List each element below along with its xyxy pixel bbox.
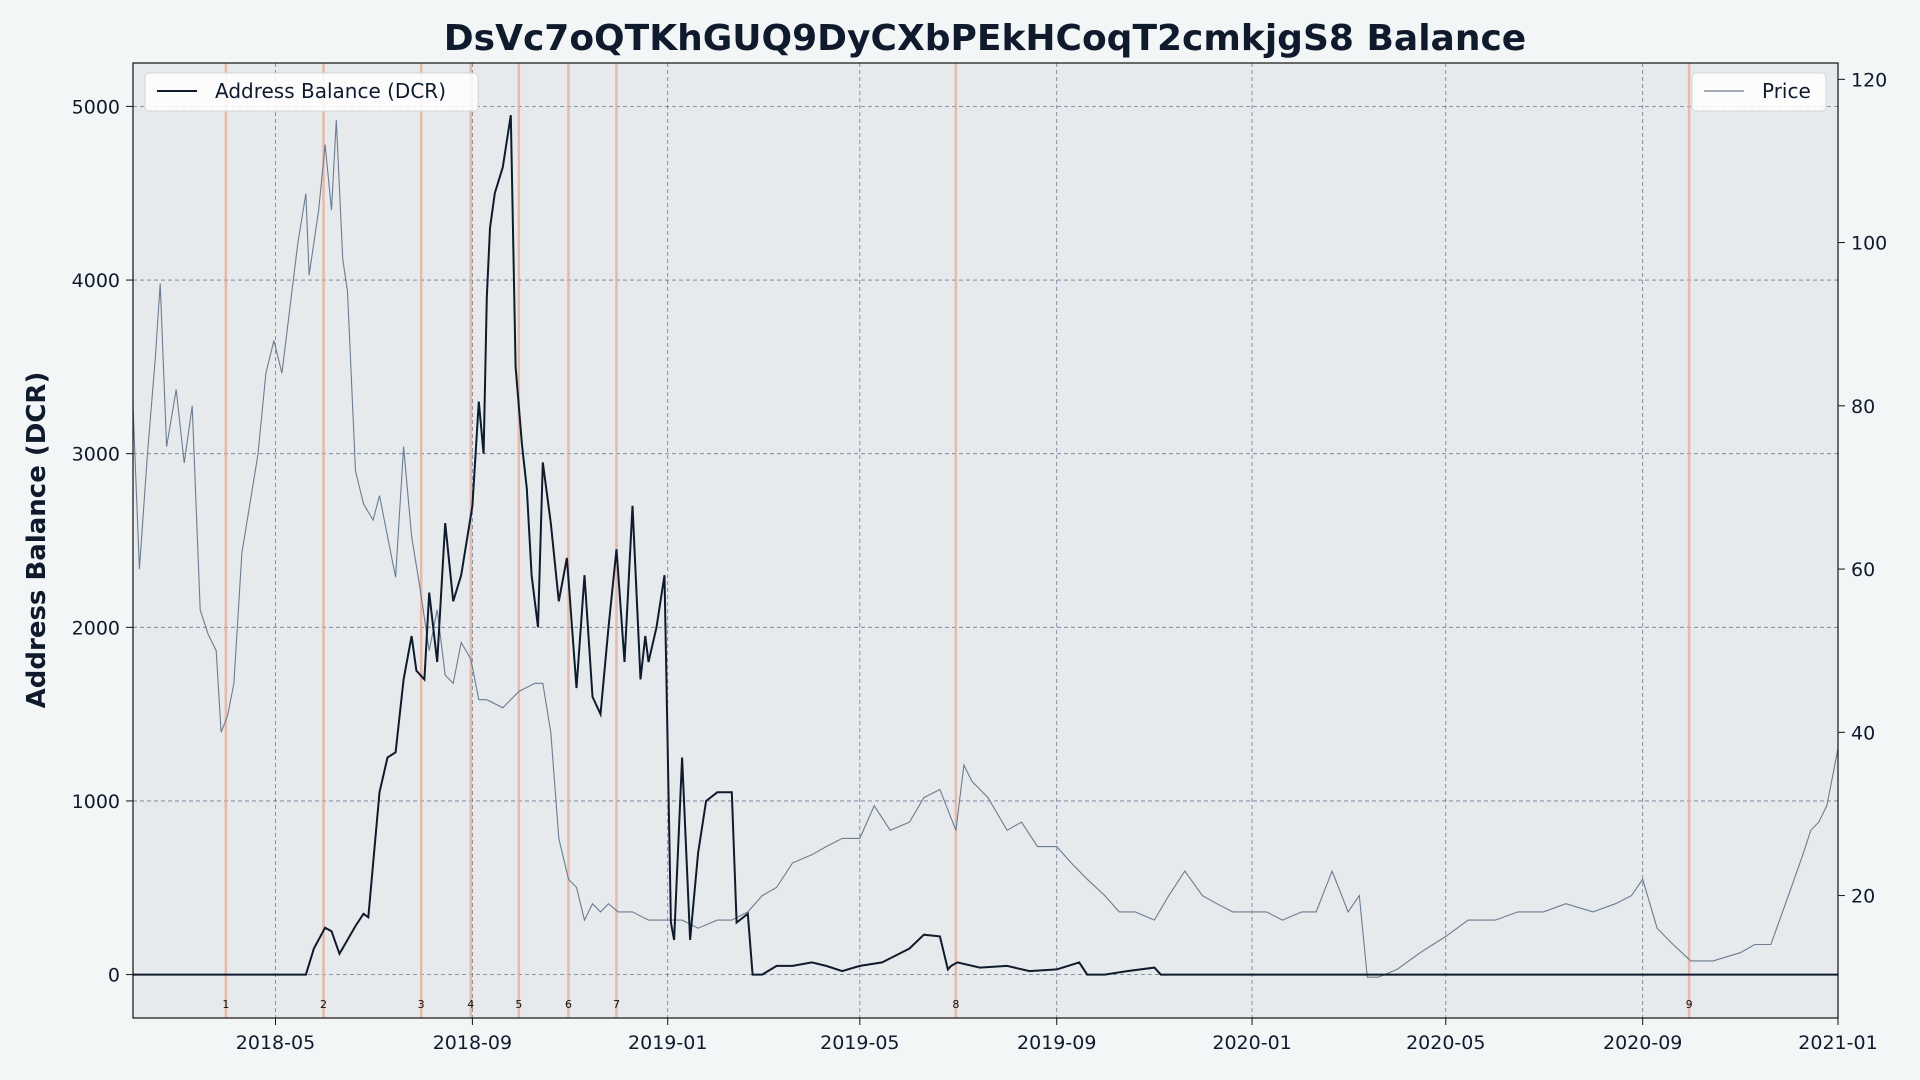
legend-price-label: Price — [1762, 79, 1811, 103]
event-label: 3 — [418, 998, 425, 1011]
y-axis-right: 20 40 60 80 100 120 — [1838, 69, 1887, 908]
x-tick-label: 2019-09 — [1017, 1032, 1096, 1054]
y-tick-label: 5000 — [72, 96, 120, 118]
y-tick-label: 1000 — [72, 791, 120, 813]
series-price-line — [132, 120, 1839, 978]
y-axis-label: Address Balance (DCR) — [22, 372, 52, 709]
x-axis: 2018-05 2018-09 2019-01 2019-05 2019-09 2020-… — [236, 1018, 1878, 1054]
y-tick-label: 4000 — [72, 270, 120, 292]
series-balance-line — [133, 114, 1838, 976]
x-tick-label: 2020-05 — [1406, 1032, 1485, 1054]
x-tick-label: 2018-09 — [433, 1032, 512, 1054]
y-axis-left: 0 1000 2000 3000 4000 5000 — [72, 96, 133, 987]
y-tick-label: 0 — [108, 965, 120, 987]
event-label: 9 — [1686, 998, 1693, 1011]
event-label: 8 — [952, 998, 959, 1011]
x-tick-label: 2021-01 — [1798, 1032, 1877, 1054]
y2-tick-label: 80 — [1851, 396, 1875, 418]
x-tick-label: 2019-05 — [820, 1032, 899, 1054]
event-label: 1 — [222, 998, 229, 1011]
x-tick-label: 2018-05 — [236, 1032, 315, 1054]
legend-balance-label: Address Balance (DCR) — [215, 79, 446, 103]
event-label: 7 — [613, 998, 620, 1011]
event-markers: 1 2 3 4 5 6 7 8 9 — [222, 63, 1693, 1018]
x-tick-label: 2020-01 — [1212, 1032, 1291, 1054]
plot-frame — [132, 62, 1839, 1019]
y2-tick-label: 40 — [1851, 722, 1875, 744]
x-tick-label: 2019-01 — [628, 1032, 707, 1054]
chart-title: DsVc7oQTKhGUQ9DyCXbPEkHCoqT2cmkjgS8 Bala… — [444, 18, 1526, 59]
plot-area — [132, 62, 1839, 1019]
y-tick-label: 2000 — [72, 617, 120, 639]
event-label: 2 — [320, 998, 327, 1011]
x-tick-label: 2020-09 — [1603, 1032, 1682, 1054]
y2-tick-label: 20 — [1851, 886, 1875, 908]
y2-tick-label: 60 — [1851, 559, 1875, 581]
y-tick-label: 3000 — [72, 444, 120, 466]
legend-balance: Address Balance (DCR) — [144, 72, 479, 112]
event-label: 4 — [467, 998, 474, 1011]
y2-tick-label: 120 — [1851, 69, 1887, 91]
event-label: 6 — [565, 998, 572, 1011]
series-layer — [132, 114, 1839, 978]
event-label: 5 — [515, 998, 522, 1011]
legend-price: Price — [1691, 72, 1827, 112]
y2-tick-label: 100 — [1851, 233, 1887, 255]
